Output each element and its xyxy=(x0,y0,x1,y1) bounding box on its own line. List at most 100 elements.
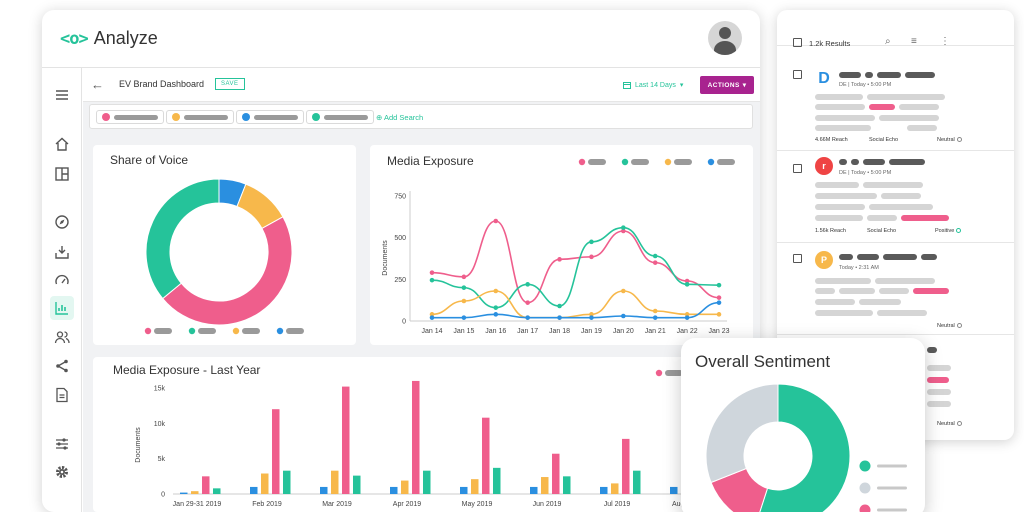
data-point xyxy=(716,312,722,317)
media-exposure-year-card: Media Exposure - Last Year 0 5k 10k 15k Docu… xyxy=(93,357,753,512)
series-line xyxy=(431,290,719,319)
data-point xyxy=(652,308,658,314)
bar xyxy=(191,491,199,494)
results-header: 1.2k Results ⌕ ≡ ⋮ xyxy=(777,10,1014,48)
legend-dot xyxy=(655,369,663,377)
neutral-dot-icon xyxy=(956,421,962,427)
media-exposure-card: Media Exposure 0 250 500 750 Documents Jan 14… xyxy=(370,145,753,345)
result-item[interactable]: Neutral xyxy=(777,335,1014,440)
bar xyxy=(611,483,619,494)
legend-dot xyxy=(144,327,152,335)
share-of-voice-slice xyxy=(162,216,293,326)
legend-dot xyxy=(188,327,196,335)
legend-dot xyxy=(232,327,240,335)
search-chip[interactable] xyxy=(166,110,234,124)
app-window: <o> Analyze ← EV Brand Dashboard SAVE xyxy=(42,10,760,512)
result-checkbox[interactable] xyxy=(793,254,802,263)
redacted-text xyxy=(869,204,933,210)
bar xyxy=(493,467,501,494)
dashboard-icon[interactable] xyxy=(50,162,74,186)
redacted-text xyxy=(927,347,937,353)
legend-label-placeholder xyxy=(877,464,907,468)
user-avatar[interactable] xyxy=(708,21,742,55)
add-search-button[interactable]: ⊕ Add Search xyxy=(376,113,424,122)
share-of-voice-title: Share of Voice xyxy=(110,153,189,167)
source-logo-icon: D xyxy=(815,70,833,88)
x-tick-label: Jun 2019 xyxy=(533,501,562,508)
redacted-text xyxy=(927,389,951,395)
home-icon[interactable] xyxy=(50,132,74,156)
result-source: Social Echo xyxy=(869,137,899,143)
compass-icon[interactable] xyxy=(50,210,74,234)
more-options-icon[interactable]: ⋮ xyxy=(940,36,950,47)
redacted-text xyxy=(879,115,939,121)
x-tick-label: Mar 2019 xyxy=(322,501,352,508)
sidebar xyxy=(42,68,82,512)
share-icon[interactable] xyxy=(50,354,74,378)
save-button[interactable]: SAVE xyxy=(215,78,245,90)
source-avatar-icon: P xyxy=(815,251,833,269)
legend-dot xyxy=(621,158,629,166)
search-icon[interactable]: ⌕ xyxy=(885,36,891,47)
x-tick-label: Jan 19 xyxy=(581,328,602,335)
users-icon[interactable] xyxy=(50,325,74,349)
data-point xyxy=(461,315,467,320)
date-range-picker[interactable]: Last 14 Days ▾ xyxy=(623,81,683,89)
back-arrow-icon[interactable]: ← xyxy=(91,77,104,92)
result-item[interactable]: r DE | Today • 5:00 PM 1.56k Reach Socia… xyxy=(777,151,1014,243)
search-chip[interactable] xyxy=(236,110,304,124)
chevron-down-icon: ▾ xyxy=(679,82,684,89)
select-all-checkbox[interactable] xyxy=(793,38,802,47)
redacted-text xyxy=(815,94,863,100)
redacted-text xyxy=(889,159,925,165)
result-sentiment: Neutral xyxy=(937,323,962,329)
result-item[interactable]: P Today • 2:31 AM Neutral xyxy=(777,243,1014,335)
chip-color-dot xyxy=(242,113,250,121)
y-tick-label: 250 xyxy=(394,277,406,284)
highlighted-keyword xyxy=(869,104,895,110)
x-tick-label: Jan 22 xyxy=(677,328,698,335)
media-exposure-year-chart: 0 5k 10k 15k Documents Jan 29-31 2019 Feb 2019… xyxy=(135,369,753,508)
sort-icon[interactable]: ≡ xyxy=(911,36,917,47)
redacted-text xyxy=(815,125,871,131)
result-item[interactable]: D DE | Today • 5:00 PM 4.66M Reach Socia… xyxy=(777,60,1014,151)
bar xyxy=(353,475,361,494)
result-meta: Today • 2:31 AM xyxy=(839,265,879,271)
search-chip[interactable] xyxy=(306,110,374,124)
gauge-icon[interactable] xyxy=(50,268,74,292)
search-chip[interactable] xyxy=(96,110,164,124)
redacted-text xyxy=(879,288,909,294)
data-point xyxy=(621,313,626,319)
redacted-text xyxy=(927,401,951,407)
report-icon[interactable] xyxy=(50,383,74,407)
actions-button[interactable]: ACTIONS ▾ xyxy=(700,76,754,94)
logo[interactable]: <o> Analyze xyxy=(60,28,158,49)
menu-icon[interactable] xyxy=(50,83,74,107)
data-point xyxy=(493,312,499,317)
data-point xyxy=(525,282,530,287)
legend-dot xyxy=(664,158,672,166)
analytics-icon[interactable] xyxy=(50,296,74,320)
bar xyxy=(482,417,490,494)
sliders-icon[interactable] xyxy=(50,432,74,456)
redacted-text xyxy=(867,215,897,221)
redacted-text xyxy=(899,104,939,110)
redacted-text xyxy=(839,288,875,294)
data-point xyxy=(621,228,626,234)
neutral-dot-icon xyxy=(956,323,962,329)
media-exposure-year-title: Media Exposure - Last Year xyxy=(113,363,261,377)
redacted-text xyxy=(815,115,875,121)
result-sentiment: Neutral xyxy=(937,421,962,427)
inbox-icon[interactable] xyxy=(50,240,74,264)
x-tick-label: Apr 2019 xyxy=(393,501,422,508)
redacted-text xyxy=(927,365,951,371)
result-checkbox[interactable] xyxy=(793,164,802,173)
gear-icon[interactable] xyxy=(50,460,74,484)
result-checkbox[interactable] xyxy=(793,70,802,79)
bar xyxy=(250,486,258,494)
data-point xyxy=(429,315,435,320)
redacted-text xyxy=(859,299,901,305)
app-name: Analyze xyxy=(93,28,158,48)
data-point xyxy=(493,288,499,294)
data-point xyxy=(461,285,467,290)
